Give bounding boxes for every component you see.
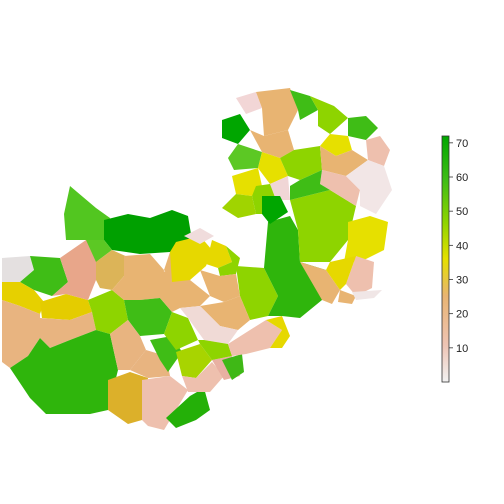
- legend-tick-label: 20: [456, 309, 468, 321]
- legend-colorbar: [442, 136, 449, 382]
- legend-tick-label: 50: [456, 206, 468, 218]
- legend-tick-label: 40: [456, 240, 468, 252]
- legend-tick-label: 60: [456, 172, 468, 184]
- legend-tick-label: 10: [456, 343, 468, 355]
- legend-tick-label: 30: [456, 275, 468, 287]
- legend-tick-label: 70: [456, 138, 468, 150]
